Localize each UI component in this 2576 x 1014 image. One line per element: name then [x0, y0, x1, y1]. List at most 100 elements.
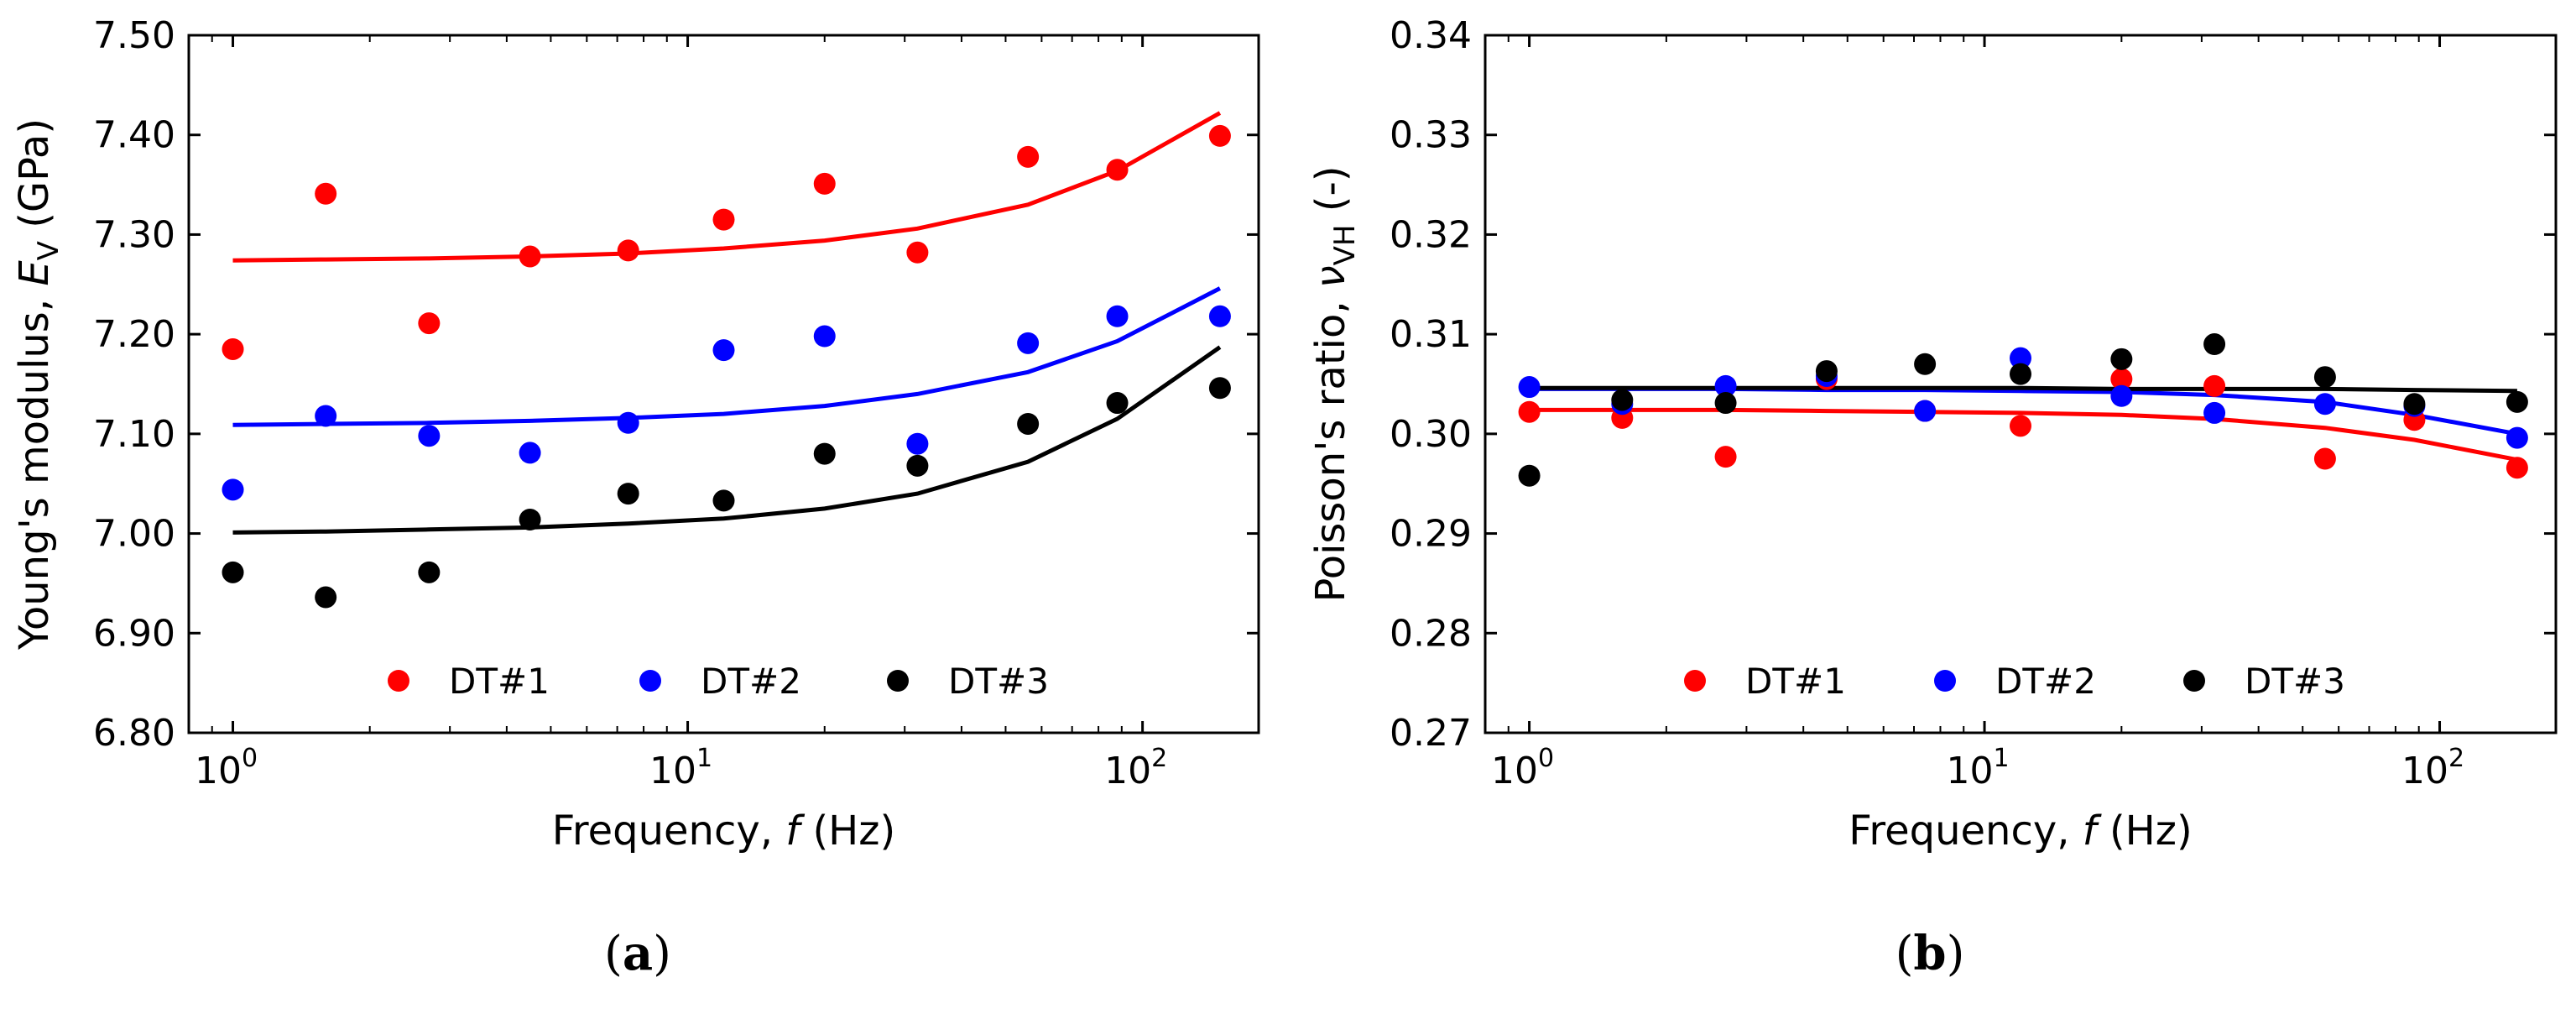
data-point-dt1: [222, 337, 244, 360]
data-point-dt1: [712, 208, 735, 231]
data-point-dt1: [1106, 159, 1129, 181]
data-point-dt2: [1518, 376, 1541, 399]
data-point-dt2: [813, 325, 836, 348]
data-point-dt3: [712, 489, 735, 512]
data-point-dt2: [1914, 400, 1937, 422]
y-tick-label: 7.30: [93, 213, 175, 256]
fit-line-dt3: [1529, 385, 2517, 394]
legend-label: DT#1: [1745, 661, 1846, 702]
data-point-dt3: [2110, 348, 2133, 370]
fit-line-dt2: [232, 286, 1222, 427]
data-point-dt2: [2110, 384, 2133, 407]
data-point-dt1: [2506, 457, 2528, 479]
data-point-dt3: [2203, 333, 2226, 356]
data-point-dt2: [315, 405, 337, 427]
data-point-dt3: [906, 454, 929, 477]
fit-line-dt1: [1529, 407, 2518, 463]
data-point-dt1: [1518, 400, 1541, 423]
data-point-dt3: [2313, 366, 2336, 389]
y-tick-label: 7.00: [93, 513, 175, 556]
data-point-dt3: [1914, 353, 1937, 375]
data-point-dt2: [2010, 347, 2031, 369]
fit-line-dt3: [232, 345, 1222, 535]
panel-label: (b): [1895, 926, 1965, 981]
legend-marker: [1934, 670, 1956, 692]
data-point-dt2: [906, 432, 929, 455]
y-tick-label: 0.30: [1390, 413, 1472, 456]
y-tick-label: 0.31: [1390, 313, 1472, 356]
y-tick-label: 0.34: [1390, 14, 1472, 57]
data-point-dt2: [1106, 305, 1129, 327]
y-tick-label: 7.50: [93, 14, 175, 57]
data-point-dt2: [1714, 374, 1737, 397]
legend-marker: [2183, 670, 2205, 692]
data-point-dt3: [2010, 363, 2031, 385]
data-point-dt3: [1518, 464, 1541, 487]
data-point-dt2: [222, 478, 244, 501]
legend-label: DT#2: [701, 661, 801, 702]
data-point-dt1: [617, 239, 639, 262]
x-axis-label: Frequency, f (Hz): [552, 808, 895, 855]
y-tick-label: 7.10: [93, 413, 175, 456]
legend-label: DT#2: [1995, 661, 2096, 702]
data-point-dt3: [1017, 412, 1040, 435]
legend-marker: [639, 670, 661, 692]
y-tick-label: 0.29: [1390, 513, 1472, 556]
data-point-dt1: [906, 241, 929, 264]
x-tick-label: 101: [1946, 744, 2009, 792]
data-point-dt2: [2203, 401, 2226, 424]
data-point-dt1: [2010, 415, 2031, 437]
data-point-dt1: [1714, 446, 1737, 468]
data-point-dt1: [2110, 368, 2133, 390]
data-point-dt2: [418, 425, 441, 447]
data-point-dt3: [222, 561, 244, 583]
data-point-dt2: [519, 442, 541, 464]
x-axis-label: Frequency, f (Hz): [1849, 808, 2192, 855]
legend-label: DT#3: [2245, 661, 2345, 702]
y-tick-label: 6.90: [93, 612, 175, 655]
y-tick-label: 6.80: [93, 712, 175, 755]
data-point-dt3: [1611, 389, 1634, 411]
plot-frame: [187, 34, 1260, 734]
data-point-dt3: [617, 483, 639, 505]
data-point-dt1: [418, 312, 441, 335]
legend: DT#1 DT#2 DT#3: [1684, 661, 2345, 702]
data-point-dt3: [2506, 390, 2528, 413]
data-point-dt3: [315, 586, 337, 609]
y-tick-label: 7.40: [93, 114, 175, 157]
x-tick-label: 101: [649, 744, 712, 792]
y-tick-label: 0.28: [1390, 612, 1472, 655]
chart-panel-b: 0.27 0.28 0.29 0.30 0.31 0.32 0.33 0.34 100 101 10…: [1307, 14, 2558, 981]
legend-marker: [887, 670, 909, 692]
data-point-dt1: [1208, 124, 1231, 147]
legend-marker: [1684, 670, 1706, 692]
data-point-dt3: [813, 442, 836, 465]
legend-label: DT#1: [449, 661, 550, 702]
legend-marker: [388, 670, 409, 692]
legend: DT#1 DT#2 DT#3: [388, 661, 1049, 702]
data-point-dt1: [2313, 447, 2336, 470]
fit-line-dt1: [232, 111, 1222, 263]
y-tick-label: 0.33: [1390, 114, 1472, 157]
data-point-dt2: [1017, 332, 1040, 354]
legend-label: DT#3: [948, 661, 1049, 702]
data-point-dt1: [813, 172, 836, 195]
data-point-dt3: [519, 508, 541, 531]
data-point-dt1: [519, 245, 541, 268]
data-point-dt1: [1017, 145, 1040, 168]
x-tick-label: 102: [1104, 744, 1167, 792]
plot-frame: [1484, 34, 2558, 734]
data-point-dt3: [2403, 393, 2426, 416]
data-point-dt3: [418, 561, 441, 583]
data-point-dt2: [712, 339, 735, 362]
x-tick-label: 100: [1491, 744, 1554, 792]
y-tick-label: 0.27: [1390, 712, 1472, 755]
data-point-dt3: [1106, 392, 1129, 415]
data-point-dt3: [1208, 377, 1231, 400]
data-point-dt2: [2506, 426, 2528, 449]
data-point-dt2: [2313, 393, 2336, 416]
y-tick-label: 7.20: [93, 313, 175, 356]
x-tick-label: 102: [2401, 744, 2464, 792]
data-point-dt2: [617, 411, 639, 434]
